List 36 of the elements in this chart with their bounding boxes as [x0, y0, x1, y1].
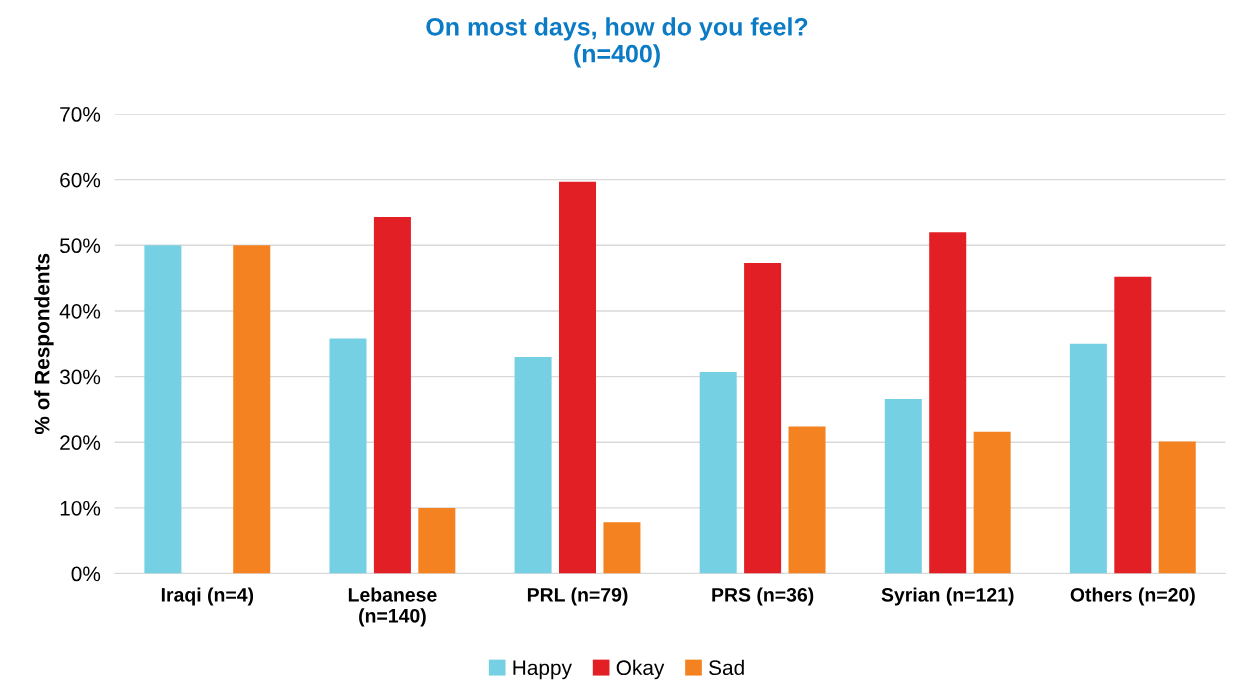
bar: [329, 338, 367, 574]
y-tick-label: 10%: [60, 500, 101, 516]
bar: [744, 263, 782, 574]
x-tick-label: Others (n=20): [1070, 587, 1195, 606]
bar: [233, 245, 271, 574]
y-tick-label: 0%: [71, 566, 101, 582]
bar: [929, 232, 967, 574]
bar: [603, 522, 641, 574]
y-tick-label: 70%: [60, 107, 101, 122]
x-tick-label: Lebanese (n=140): [348, 587, 437, 627]
bar: [973, 431, 1011, 574]
x-tick-label: PRS (n=36): [712, 587, 814, 606]
bar: [1114, 276, 1152, 574]
legend-label: Okay: [616, 659, 665, 680]
bar: [699, 372, 737, 574]
x-tick-label: Iraqi (n=4): [161, 587, 254, 606]
bar: [884, 398, 922, 574]
bar: [514, 356, 552, 574]
bar: [373, 217, 411, 574]
y-tick-label: 60%: [60, 172, 101, 188]
y-tick-label: 20%: [60, 435, 101, 450]
legend-label: Happy: [513, 660, 572, 680]
bar: [559, 181, 597, 574]
y-tick-label: 40%: [59, 303, 101, 319]
bar: [1158, 441, 1196, 574]
chart-title: On most days, how do you feel? (n=400): [426, 17, 808, 68]
bar: [1069, 343, 1107, 574]
legend-label: Sad: [709, 659, 744, 676]
bar: [788, 426, 826, 574]
x-tick-label: Syrian (n=121): [881, 587, 1014, 606]
y-axis-title: % of Respondents: [34, 253, 54, 435]
bar: [418, 507, 456, 574]
x-tick-label: PRL (n=79): [527, 587, 628, 606]
bar: [144, 245, 182, 574]
y-tick-label: 30%: [59, 369, 101, 385]
y-tick-label: 50%: [60, 238, 101, 254]
